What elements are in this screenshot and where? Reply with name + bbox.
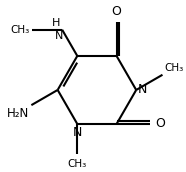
Text: H₂N: H₂N bbox=[7, 107, 30, 120]
Text: CH₃: CH₃ bbox=[11, 25, 30, 35]
Text: CH₃: CH₃ bbox=[164, 63, 184, 73]
Text: CH₃: CH₃ bbox=[68, 159, 87, 169]
Text: O: O bbox=[155, 117, 165, 131]
Text: N: N bbox=[73, 126, 82, 139]
Text: H: H bbox=[52, 18, 60, 28]
Text: N: N bbox=[55, 31, 63, 41]
Text: O: O bbox=[112, 5, 121, 18]
Text: N: N bbox=[138, 83, 147, 96]
